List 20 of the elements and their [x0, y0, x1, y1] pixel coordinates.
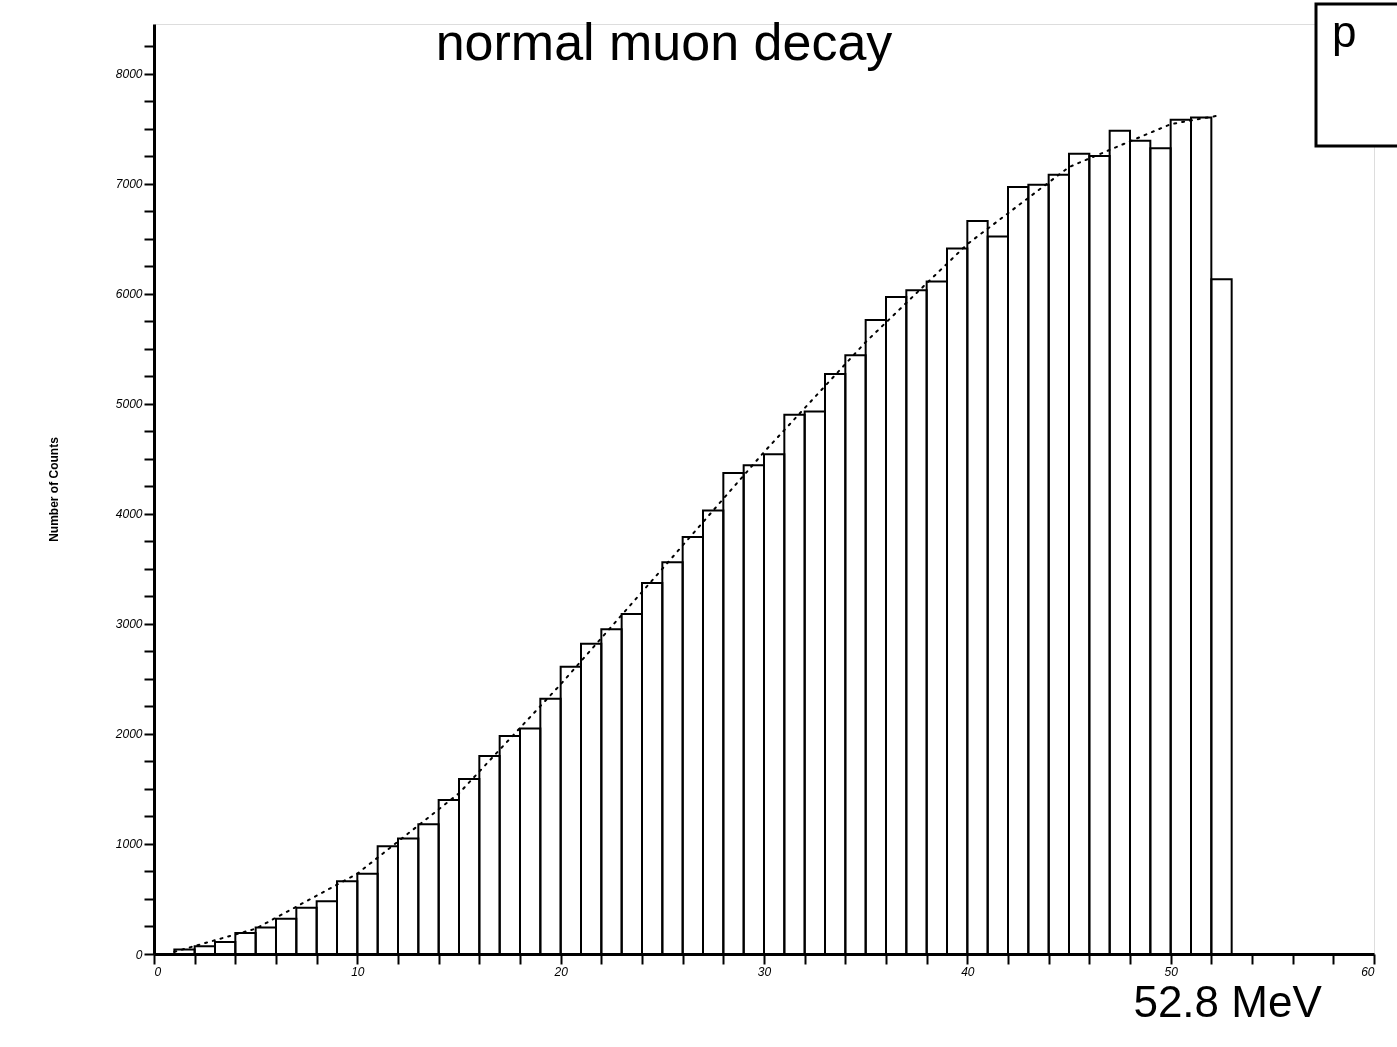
x-tick-label: 50: [1164, 964, 1179, 979]
annotation: 52.8 MeV: [1133, 977, 1323, 1026]
x-tick-label: 30: [757, 964, 772, 979]
y-tick-label: 8000: [115, 67, 143, 82]
y-tick-label: 7000: [115, 177, 143, 192]
x-tick-label: 20: [553, 964, 569, 979]
x-tick-label: 0: [154, 964, 162, 979]
y-tick-label: 1000: [115, 837, 143, 852]
y-tick-label: 4000: [115, 507, 143, 522]
x-tick-label: 10: [351, 964, 365, 979]
annotation: p: [1332, 7, 1357, 56]
x-tick-label: 60: [1361, 964, 1375, 979]
y-tick-label: 6000: [115, 287, 143, 302]
y-tick-label: 2000: [114, 727, 143, 742]
y-tick-label: 3000: [115, 617, 143, 632]
x-tick-label: 40: [961, 964, 975, 979]
y-axis-title: Number of Counts: [46, 436, 61, 542]
chart-title: normal muon decay: [435, 13, 893, 71]
y-tick-label: 0: [135, 947, 143, 962]
y-tick-label: 5000: [115, 397, 143, 412]
